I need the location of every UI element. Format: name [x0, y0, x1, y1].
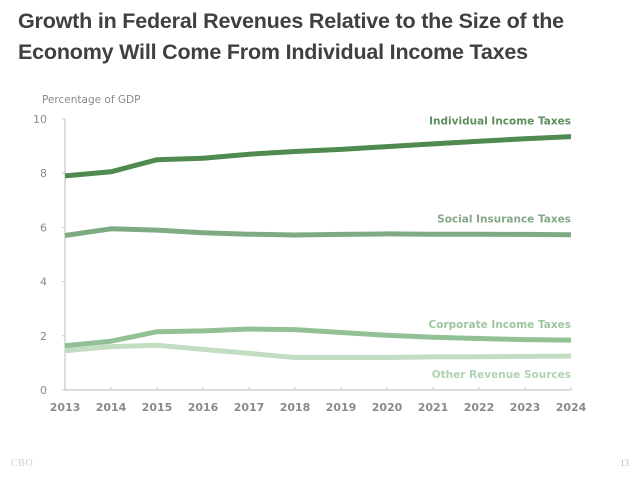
y-tick-label: 6	[40, 221, 47, 234]
axes: 0 2 4 6 8 10 2013 2014 2015 2016 2017 2018 2019 2020 2…	[33, 113, 587, 414]
x-tick-label: 2015	[142, 401, 173, 414]
x-tick-label: 2022	[464, 401, 495, 414]
x-tick-label: 2016	[188, 401, 219, 414]
series-line-other-revenue-sources	[64, 342, 572, 360]
x-tick-label: 2013	[50, 401, 81, 414]
slide-title: Growth in Federal Revenues Relative to t…	[18, 6, 628, 68]
series-label-social-insurance-taxes: Social Insurance Taxes	[437, 214, 571, 226]
y-tick-label: 8	[40, 167, 47, 180]
series-line-corporate-income-taxes	[64, 326, 572, 349]
series-labels: Individual Income Taxes Social Insurance …	[429, 116, 571, 382]
x-tick-label: 2024	[556, 401, 587, 414]
series-label-individual-income-taxes: Individual Income Taxes	[429, 116, 571, 128]
footer-source-logo: CBO	[11, 458, 34, 469]
series-label-other-revenue-sources: Other Revenue Sources	[432, 369, 571, 381]
x-tick-label: 2021	[418, 401, 449, 414]
y-axis-title: Percentage of GDP	[42, 94, 140, 106]
series-lines	[64, 134, 572, 360]
x-tick-label: 2020	[372, 401, 403, 414]
series-label-corporate-income-taxes: Corporate Income Taxes	[429, 319, 571, 331]
series-line-social-insurance-taxes	[64, 226, 572, 238]
slide-title-line-2: Economy Will Come From Individual Income…	[18, 40, 528, 64]
x-tick-label: 2014	[96, 401, 127, 414]
y-tick-label: 10	[33, 113, 47, 126]
series-line-individual-income-taxes	[64, 134, 572, 179]
x-tick-label: 2019	[326, 401, 357, 414]
slide-title-line-1: Growth in Federal Revenues Relative to t…	[18, 9, 564, 33]
y-tick-label: 2	[40, 330, 47, 343]
y-tick-label: 4	[40, 276, 47, 289]
page-number: 13	[620, 458, 629, 468]
x-tick-label: 2018	[280, 401, 311, 414]
x-tick-label: 2023	[510, 401, 541, 414]
x-tick-label: 2017	[234, 401, 265, 414]
y-tick-label: 0	[40, 384, 47, 397]
